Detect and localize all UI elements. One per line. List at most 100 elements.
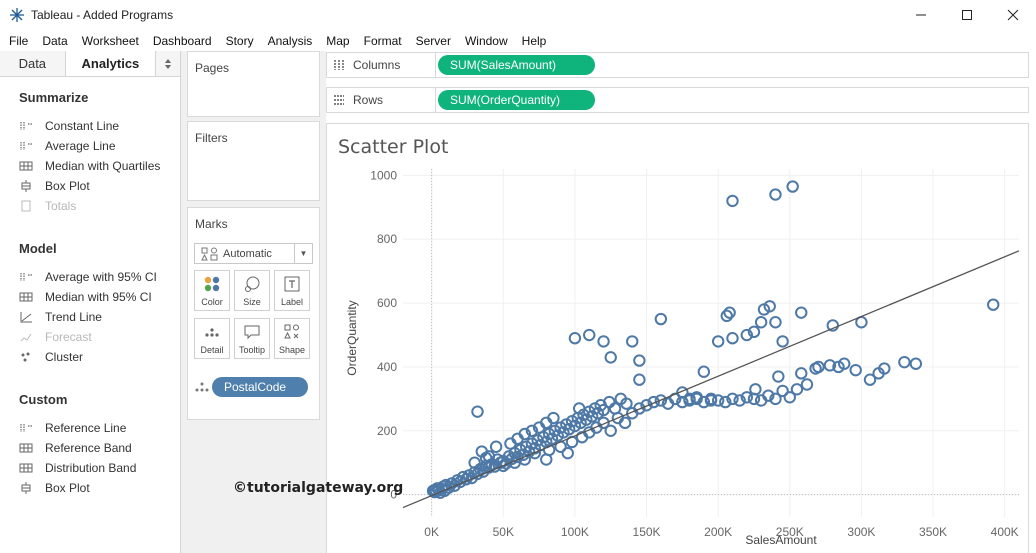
menu-worksheet[interactable]: Worksheet [81,33,139,48]
menu-story[interactable]: Story [225,33,254,48]
analytics-item-average-line[interactable]: Average Line [19,137,116,155]
median-ci-icon [19,290,33,304]
pane-tabs: Data Analytics [0,51,180,77]
data-point [795,306,808,319]
analytics-item-label: Totals [45,199,77,213]
cards-column: Pages Filters Marks Automatic ▼ Color Si… [181,51,326,553]
y-tick-label: 200 [377,424,397,438]
analytics-item-constant-line[interactable]: Constant Line [19,117,119,135]
y-tick-label: 800 [377,232,397,246]
maximize-button[interactable] [944,0,990,30]
analytics-item-trend-line[interactable]: Trend Line [19,308,102,326]
analytics-pane: Data Analytics Summarize Constant Line Ave… [0,51,181,553]
salesamount-pill[interactable]: SUM(SalesAmount) [438,55,595,75]
analytics-item-box-plot[interactable]: Box Plot [19,177,90,195]
analytics-item-average-with-95-ci[interactable]: Average with 95% CI [19,268,157,286]
analytics-item-median-with-quartiles[interactable]: Median with Quartiles [19,157,160,175]
tooltip-icon [244,325,260,340]
color-button-label: Color [201,297,223,307]
tab-analytics[interactable]: Analytics [65,51,156,76]
data-point [723,306,736,319]
orderquantity-pill[interactable]: SUM(OrderQuantity) [438,90,595,110]
median-quartiles-icon [19,159,33,173]
filters-card[interactable]: Filters [187,121,320,201]
trend-line-icon [19,310,33,324]
data-point [704,394,718,407]
menu-data[interactable]: Data [42,33,68,48]
data-point [812,360,825,374]
data-point [676,386,689,399]
analytics-item-cluster[interactable]: Cluster [19,348,83,366]
menu-window[interactable]: Window [464,33,508,48]
close-icon [1007,9,1019,21]
x-tick-label: 100K [561,525,589,539]
data-point [740,391,754,404]
rows-label: Rows [353,93,384,107]
data-point [790,383,804,396]
data-point [540,453,553,466]
window-title: Tableau - Added Programs [31,8,174,22]
shape-button[interactable]: Shape [274,318,310,359]
menu-analysis[interactable]: Analysis [267,33,313,48]
color-button[interactable]: Color [194,270,230,311]
columns-shelf[interactable]: Columns SUM(SalesAmount) [326,52,1029,78]
mark-type-dropdown[interactable]: Automatic ▼ [194,243,313,264]
minimize-button[interactable] [898,0,944,30]
postalcode-pill[interactable]: PostalCode [212,377,308,397]
analytics-item-label: Average with 95% CI [45,270,157,284]
x-tick-label: 300K [847,525,875,539]
analytics-item-box-plot[interactable]: Box Plot [19,479,90,497]
x-tick-label: 0K [424,525,439,539]
data-point [720,309,733,323]
menu-format[interactable]: Format [363,33,402,48]
tab-data[interactable]: Data [0,51,66,76]
watermark: ©tutorialgateway.org [233,480,404,496]
analytics-item-reference-line[interactable]: Reference Line [19,419,126,437]
data-point [489,440,503,453]
menu-server[interactable]: Server [415,33,451,48]
y-tick-label: 400 [377,360,397,374]
data-point [733,394,746,407]
pages-card[interactable]: Pages [187,51,320,117]
data-point [647,395,660,409]
data-point [597,335,610,348]
forecast-icon [19,330,33,344]
menu-map[interactable]: Map [326,33,350,48]
detail-pill-icon [195,382,209,392]
analytics-item-reference-band[interactable]: Reference Band [19,439,132,457]
menu-file[interactable]: File [9,33,29,48]
analytics-item-label: Forecast [45,330,92,344]
analytics-item-median-with-95-ci[interactable]: Median with 95% CI [19,288,152,306]
data-point [726,194,739,208]
data-point [826,319,839,332]
data-point [740,328,754,342]
data-point [726,332,739,345]
columns-label: Columns [353,58,401,72]
analytics-item-distribution-band[interactable]: Distribution Band [19,459,136,477]
pages-card-title: Pages [195,61,230,75]
section-title-custom: Custom [19,392,68,407]
data-point [583,328,596,342]
scatter-plot[interactable]: 0 200 400 600 800 1000 0K 50K 100K 150K 200K 250K 30… [327,124,1028,553]
trend-line [402,250,1020,509]
close-button[interactable] [990,0,1036,30]
analytics-item-forecast: Forecast [19,328,92,346]
detail-button[interactable]: Detail [194,318,230,359]
worksheet-view[interactable]: Scatter Plot 0 200 400 600 800 1000 0K 50K 100K 1… [326,123,1029,553]
size-button[interactable]: Size [234,270,270,311]
rows-shelf[interactable]: Rows SUM(OrderQuantity) [326,87,1029,113]
x-tick-label: 350K [919,525,947,539]
data-point [719,395,732,409]
label-button[interactable]: Label [274,270,310,311]
box-plot-icon [19,481,33,495]
data-point [769,392,782,406]
menu-help[interactable]: Help [521,33,547,48]
menu-dashboard[interactable]: Dashboard [152,33,212,48]
distribution-band-icon [19,461,33,475]
x-tick-label: 250K [776,525,804,539]
data-point [898,355,911,369]
data-point [640,399,653,412]
pane-menu-button[interactable] [155,51,180,76]
data-point [525,424,539,437]
tooltip-button[interactable]: Tooltip [234,318,270,359]
